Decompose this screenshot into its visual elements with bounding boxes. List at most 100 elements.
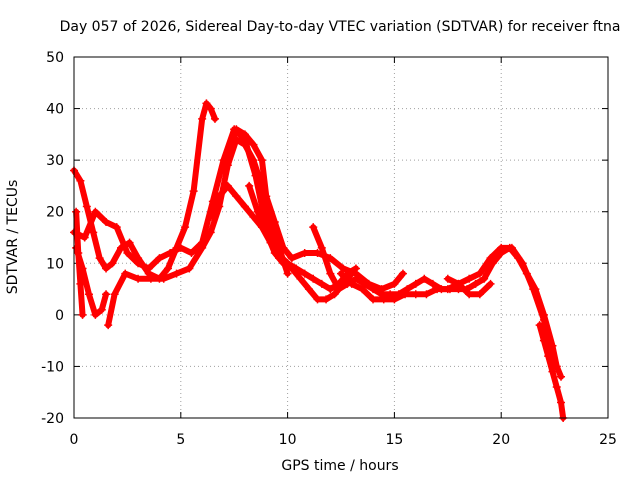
data-point-marker bbox=[84, 290, 93, 299]
data-point-marker bbox=[102, 218, 111, 227]
data-point-marker bbox=[206, 212, 215, 221]
data-point-marker bbox=[166, 248, 175, 257]
data-point-marker bbox=[206, 228, 215, 237]
data-point-marker bbox=[121, 269, 130, 278]
data-point-marker bbox=[390, 295, 399, 304]
data-point-marker bbox=[102, 264, 111, 273]
y-tick-label: 50 bbox=[46, 50, 64, 66]
y-axis-label: SDTVAR / TECUs bbox=[5, 180, 21, 295]
data-point-marker bbox=[369, 285, 378, 294]
data-point-marker bbox=[535, 321, 544, 330]
data-point-marker bbox=[486, 254, 495, 263]
y-tick-label: 0 bbox=[55, 308, 64, 324]
data-point-marker bbox=[262, 228, 271, 237]
data-point-marker bbox=[390, 279, 399, 288]
data-point-marker bbox=[369, 295, 378, 304]
data-point-marker bbox=[245, 181, 254, 190]
series-sat-d bbox=[72, 207, 87, 319]
data-point-marker bbox=[475, 290, 484, 299]
tick-marks bbox=[73, 56, 609, 419]
data-point-marker bbox=[249, 212, 258, 221]
data-point-marker bbox=[454, 279, 463, 288]
data-point-marker bbox=[253, 207, 262, 216]
data-point-marker bbox=[123, 248, 132, 257]
data-point-marker bbox=[134, 259, 143, 268]
data-point-marker bbox=[300, 248, 309, 257]
data-point-marker bbox=[189, 187, 198, 196]
series-sat-b bbox=[70, 125, 292, 273]
data-point-marker bbox=[163, 264, 172, 273]
x-tick-label: 15 bbox=[385, 432, 403, 448]
data-point-marker bbox=[326, 269, 335, 278]
x-tick-label: 10 bbox=[279, 432, 297, 448]
data-point-marker bbox=[330, 290, 339, 299]
data-point-marker bbox=[240, 202, 249, 211]
y-tick-label: -20 bbox=[41, 411, 64, 427]
data-point-marker bbox=[507, 243, 516, 252]
data-point-marker bbox=[317, 243, 326, 252]
data-point-marker bbox=[411, 290, 420, 299]
data-point-marker bbox=[82, 202, 91, 211]
data-point-marker bbox=[202, 99, 211, 108]
data-point-marker bbox=[317, 279, 326, 288]
data-point-marker bbox=[296, 274, 305, 283]
data-point-marker bbox=[539, 316, 548, 325]
series-sat-j bbox=[337, 243, 566, 381]
x-tick-label: 20 bbox=[492, 432, 510, 448]
data-point-marker bbox=[159, 274, 168, 283]
data-point-marker bbox=[270, 218, 279, 227]
data-point-marker bbox=[334, 285, 343, 294]
data-point-marker bbox=[240, 140, 249, 149]
data-point-marker bbox=[279, 259, 288, 268]
data-point-marker bbox=[223, 181, 232, 190]
y-tick-label: 20 bbox=[46, 205, 64, 221]
data-point-marker bbox=[379, 295, 388, 304]
plot-frame bbox=[73, 56, 609, 419]
y-tick-label: 10 bbox=[46, 256, 64, 272]
y-tick-labels: -20 -10 0 10 20 30 40 50 bbox=[41, 50, 64, 427]
data-point-marker bbox=[351, 274, 360, 283]
data-point-marker bbox=[72, 207, 81, 216]
data-point-marker bbox=[326, 285, 335, 294]
data-point-marker bbox=[76, 176, 85, 185]
data-point-marker bbox=[144, 264, 153, 273]
data-point-marker bbox=[187, 248, 196, 257]
data-point-marker bbox=[215, 192, 224, 201]
y-tick-label: -10 bbox=[41, 359, 64, 375]
data-point-marker bbox=[185, 264, 194, 273]
data-point-marker bbox=[309, 223, 318, 232]
data-point-marker bbox=[465, 274, 474, 283]
data-point-marker bbox=[443, 274, 452, 283]
series-line bbox=[73, 208, 86, 318]
data-point-marker bbox=[557, 372, 566, 381]
data-point-marker bbox=[471, 279, 480, 288]
series-sat-k bbox=[443, 274, 495, 299]
data-point-marker bbox=[198, 114, 207, 123]
data-point-marker bbox=[401, 290, 410, 299]
data-point-marker bbox=[210, 114, 219, 123]
data-point-marker bbox=[249, 156, 258, 165]
data-point-marker bbox=[351, 264, 360, 273]
data-point-marker bbox=[465, 290, 474, 299]
data-point-marker bbox=[91, 310, 100, 319]
y-tick-label: 30 bbox=[46, 153, 64, 169]
data-point-marker bbox=[411, 279, 420, 288]
series-sat-g bbox=[206, 181, 360, 294]
data-point-marker bbox=[422, 290, 431, 299]
data-point-marker bbox=[262, 192, 271, 201]
data-point-marker bbox=[539, 336, 548, 345]
data-point-marker bbox=[309, 274, 318, 283]
series-sat-l bbox=[535, 321, 568, 422]
x-tick-labels: 0 5 10 15 20 25 bbox=[70, 432, 617, 448]
data-point-marker bbox=[206, 104, 215, 113]
data-point-marker bbox=[74, 248, 83, 257]
data-point-marker bbox=[176, 243, 185, 252]
data-point-marker bbox=[80, 233, 89, 242]
data-point-marker bbox=[112, 223, 121, 232]
data-point-marker bbox=[443, 285, 452, 294]
data-point-marker bbox=[95, 254, 104, 263]
x-tick-label: 0 bbox=[70, 432, 79, 448]
data-point-marker bbox=[420, 274, 429, 283]
series-line bbox=[338, 244, 565, 380]
data-point-marker bbox=[172, 269, 181, 278]
